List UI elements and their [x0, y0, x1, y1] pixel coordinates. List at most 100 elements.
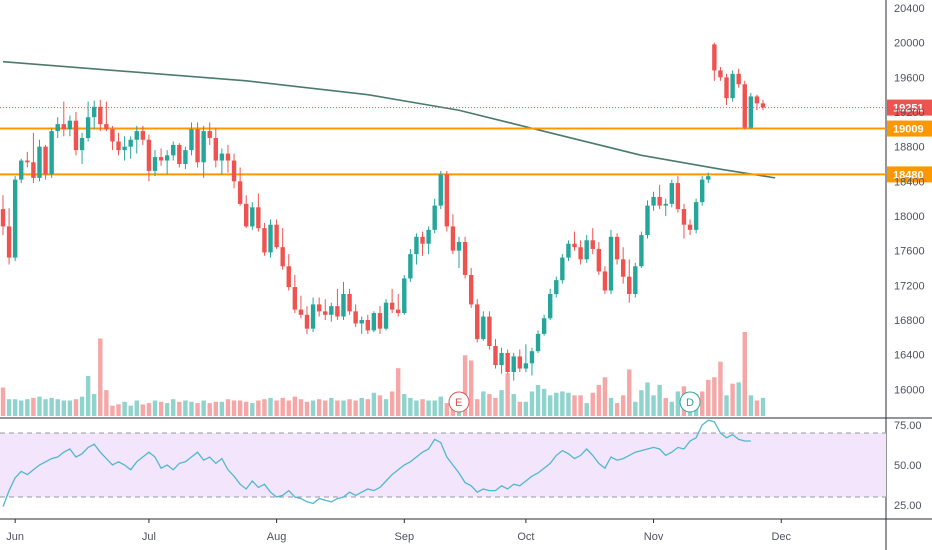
volume-bar [304, 401, 310, 416]
level-badge-label: 18480 [893, 169, 924, 181]
volume-bar [237, 400, 243, 416]
candle-body [554, 280, 559, 294]
volume-bar [371, 392, 377, 416]
volume-bar [244, 401, 249, 416]
candle-body [432, 205, 437, 230]
time-tick-label: Aug [267, 531, 287, 543]
candle-body [566, 243, 571, 258]
volume-bar [274, 400, 279, 416]
candle-body [578, 247, 583, 260]
candle-body [584, 240, 589, 260]
price-tick-label: 20000 [894, 38, 925, 50]
volume-bar [742, 332, 747, 416]
candle-body [462, 242, 468, 275]
candle-body [718, 70, 723, 78]
volume-bar [754, 400, 760, 416]
axes: 20400 20000 19600 19200 18800 18400 18000 17600… [6, 3, 924, 543]
volume-bar [669, 401, 674, 416]
volume-bar [268, 397, 273, 416]
candle-body [657, 196, 662, 206]
candle-body [189, 129, 194, 151]
volume-bar [730, 383, 735, 416]
candle-body [347, 294, 352, 312]
candle-body [712, 44, 717, 71]
volume-bar [353, 400, 358, 416]
candle-body [627, 276, 632, 294]
volume-bar [262, 399, 267, 416]
time-tick-label: Jun [6, 531, 24, 543]
volume-bar [633, 401, 638, 416]
volume-bar [158, 401, 164, 416]
volume-bar [140, 404, 146, 416]
candle-body [724, 77, 729, 99]
candle-body [274, 224, 279, 248]
moving-average-series [2, 60, 776, 179]
candle-body [329, 306, 334, 315]
candle-body [651, 196, 656, 206]
volume-bar [19, 400, 24, 416]
candle-body [171, 144, 176, 156]
event-marker [448, 391, 470, 413]
volume-bar [517, 401, 522, 416]
candle-body [359, 320, 364, 324]
volume-bar [134, 400, 139, 416]
candle-body [377, 313, 383, 329]
candle-body [79, 138, 85, 151]
candle-body [383, 302, 389, 329]
candle-body [177, 144, 182, 164]
candles-series [0, 42, 766, 381]
volume-bar [414, 400, 419, 416]
candle-body [633, 266, 638, 294]
last-price-badge [887, 99, 932, 116]
volume-bar [505, 373, 510, 416]
volume-bar [724, 395, 729, 416]
candle-body [481, 316, 486, 340]
candle-body [231, 160, 237, 182]
volume-bar [341, 400, 346, 416]
time-tick-label: Sep [394, 531, 414, 543]
volume-bar [548, 395, 553, 416]
volume-bar [578, 395, 583, 416]
volume-bar [0, 387, 6, 416]
volume-bar [12, 399, 18, 416]
candle-body [730, 73, 735, 99]
candle-body [304, 314, 310, 329]
candle-body [256, 207, 261, 229]
candle-body [31, 162, 36, 178]
volume-bar [736, 382, 741, 416]
volume-bar [256, 400, 261, 416]
candle-body [493, 346, 498, 366]
candle-body [754, 96, 760, 104]
candle-body [335, 306, 340, 317]
volume-bar [280, 397, 285, 416]
rsi-tick-label: 75.00 [894, 420, 922, 432]
candle-body [292, 287, 298, 310]
candle-body [262, 228, 267, 253]
volume-bar [171, 399, 176, 416]
volume-bar [499, 390, 504, 416]
volume-bar [213, 401, 218, 416]
candle-body [237, 181, 243, 204]
candle-body [310, 304, 316, 329]
candle-body [213, 138, 218, 161]
candle-body [152, 157, 158, 171]
volume-bar [201, 400, 206, 416]
volume-bar [55, 399, 60, 416]
candle-body [219, 153, 225, 161]
candle-body [414, 236, 419, 255]
candle-body [371, 313, 377, 331]
candle-body [6, 226, 12, 258]
volume-bar [675, 391, 681, 416]
candle-body [523, 363, 529, 369]
volume-bar [359, 397, 364, 416]
volume-bar [438, 396, 443, 416]
volume-bar [122, 401, 127, 416]
volume-bar [426, 400, 431, 416]
candle-body [280, 247, 285, 267]
volume-bar [529, 391, 535, 416]
volume-bar [92, 394, 97, 416]
candle-body [25, 160, 30, 163]
volume-bar [104, 390, 109, 416]
volume-bar [6, 399, 12, 416]
